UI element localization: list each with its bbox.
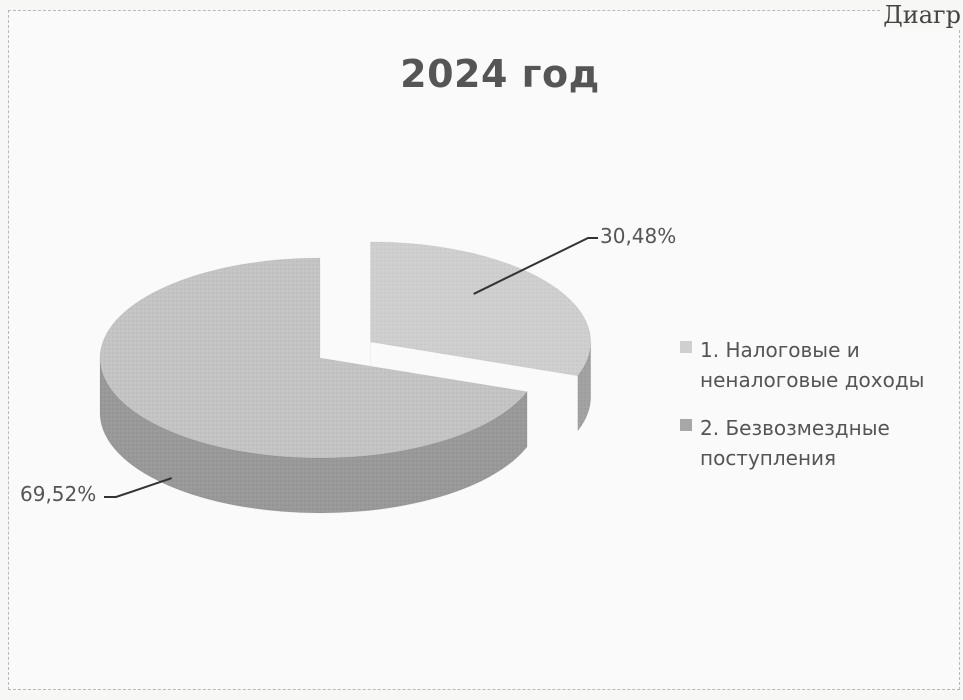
legend: 1. Налоговые и неналоговые доходы 2. Без… [680,335,950,491]
chart-title: 2024 год [400,52,600,96]
pie-slice-1-texture [370,241,591,376]
pie-slice-2-side-texture [100,358,528,513]
pie-slice-2-texture [99,258,528,459]
data-label-slice-2: 69,52% [20,482,97,506]
pie-slice-1-side-texture [577,341,591,431]
legend-swatch-1 [680,341,692,353]
legend-item-1: 1. Налоговые и неналоговые доходы [680,335,950,395]
leader-line-slice-1 [473,237,598,295]
legend-label-1: 1. Налоговые и неналоговые доходы [700,338,925,392]
legend-swatch-2 [680,419,692,431]
corner-heading-fragment: Диагр [881,1,963,29]
leader-line-slice-2 [104,477,173,498]
legend-item-2: 2. Безвозмездные поступления [680,413,950,473]
data-label-slice-1: 30,48% [600,224,677,248]
legend-label-2: 2. Безвозмездные поступления [700,416,890,470]
